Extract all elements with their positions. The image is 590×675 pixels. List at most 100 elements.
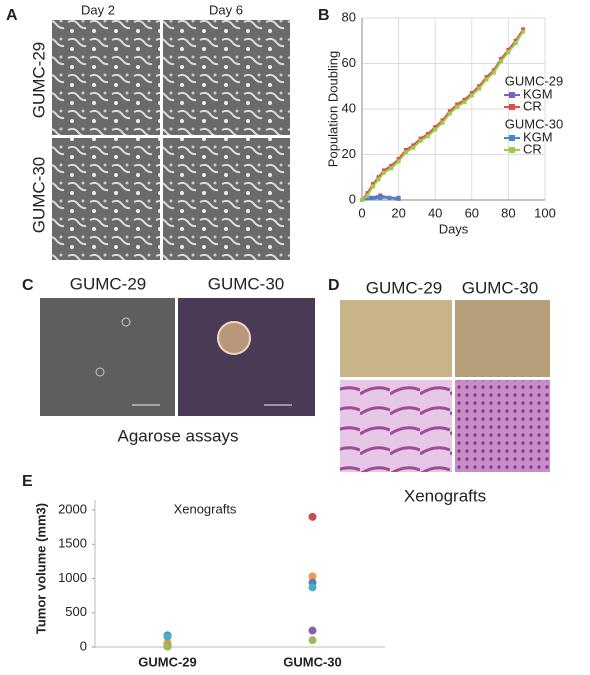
legend-label: CR xyxy=(523,98,542,113)
legend-swatch xyxy=(509,92,515,98)
point xyxy=(369,195,374,200)
point xyxy=(403,150,408,155)
point xyxy=(308,636,317,645)
row-label: GUMC-29 xyxy=(29,42,48,119)
point xyxy=(411,143,416,148)
column-label: Day 6 xyxy=(209,2,243,17)
point xyxy=(163,632,172,641)
point xyxy=(360,198,364,202)
series-line xyxy=(361,31,524,201)
x-tick-label: 0 xyxy=(358,205,365,220)
colony xyxy=(121,317,131,327)
point xyxy=(491,70,496,75)
y-tick-label: 2000 xyxy=(58,501,87,516)
y-axis-label: Tumor volume (mm3) xyxy=(33,503,48,634)
point xyxy=(389,166,394,171)
point xyxy=(477,84,482,89)
row-label: GUMC-30 xyxy=(29,157,48,234)
legend-label: CR xyxy=(523,141,542,156)
image-label: GUMC-30 xyxy=(208,274,285,293)
point xyxy=(378,195,383,200)
y-tick-label: 1000 xyxy=(58,570,87,585)
micrograph xyxy=(52,138,160,260)
point xyxy=(521,29,526,34)
caption: Agarose assays xyxy=(118,426,239,445)
point xyxy=(378,193,383,198)
point xyxy=(499,56,504,61)
point xyxy=(389,163,394,168)
point xyxy=(506,50,511,55)
legend-label: KGM xyxy=(523,129,553,144)
column-label: Day 2 xyxy=(81,2,115,17)
point xyxy=(365,191,370,196)
micrograph xyxy=(40,298,175,416)
micrograph xyxy=(178,298,315,416)
legend-group: GUMC-29 xyxy=(505,73,564,88)
point xyxy=(469,93,474,98)
panel-letter: A xyxy=(6,7,18,24)
point xyxy=(411,145,416,150)
micrograph xyxy=(163,138,290,260)
panel-letter: B xyxy=(318,7,330,24)
y-tick-label: 0 xyxy=(349,191,356,206)
photo xyxy=(340,300,452,377)
point xyxy=(381,170,386,175)
image-label: GUMC-29 xyxy=(70,274,147,293)
y-tick-label: 1500 xyxy=(58,536,87,551)
histology xyxy=(340,380,452,472)
legend-swatch xyxy=(509,147,515,153)
y-tick-label: 500 xyxy=(65,604,87,619)
histology xyxy=(455,380,550,472)
point xyxy=(462,100,467,105)
point xyxy=(484,77,489,82)
point xyxy=(418,138,423,143)
panel-letter: E xyxy=(22,473,33,490)
panel-letter: C xyxy=(22,277,34,294)
point xyxy=(308,572,317,581)
point xyxy=(513,38,518,43)
point xyxy=(513,41,518,46)
point xyxy=(447,109,452,114)
y-tick-label: 60 xyxy=(342,55,356,70)
micrograph xyxy=(163,20,290,135)
point xyxy=(440,118,445,123)
point xyxy=(440,120,445,125)
point xyxy=(370,184,375,189)
point xyxy=(455,102,460,107)
point xyxy=(477,86,482,91)
legend-swatch xyxy=(509,135,515,141)
point xyxy=(469,91,474,96)
point xyxy=(455,104,460,109)
point xyxy=(447,111,452,116)
point xyxy=(433,125,438,130)
point xyxy=(376,175,381,180)
point xyxy=(491,68,496,73)
point xyxy=(381,168,386,173)
point xyxy=(499,59,504,64)
x-axis-label: Days xyxy=(439,221,469,236)
colony xyxy=(217,321,251,355)
y-tick-label: 40 xyxy=(342,100,356,115)
panel-letter: D xyxy=(328,277,340,294)
x-tick-label: 40 xyxy=(428,205,442,220)
point xyxy=(403,147,408,152)
point xyxy=(506,47,511,52)
point xyxy=(396,159,401,164)
point xyxy=(521,27,526,32)
caption: Xenografts xyxy=(404,486,486,505)
point xyxy=(484,75,489,80)
x-tick-label: 80 xyxy=(501,205,515,220)
point xyxy=(425,132,430,137)
point xyxy=(308,626,317,635)
point xyxy=(425,134,430,139)
point xyxy=(462,97,467,102)
point xyxy=(308,512,317,521)
x-tick-label: 100 xyxy=(534,205,556,220)
chart-title: Xenografts xyxy=(174,501,237,516)
legend-group: GUMC-30 xyxy=(505,116,564,131)
point xyxy=(308,583,317,592)
photo xyxy=(455,300,550,377)
point xyxy=(370,182,375,187)
colony xyxy=(95,367,105,377)
